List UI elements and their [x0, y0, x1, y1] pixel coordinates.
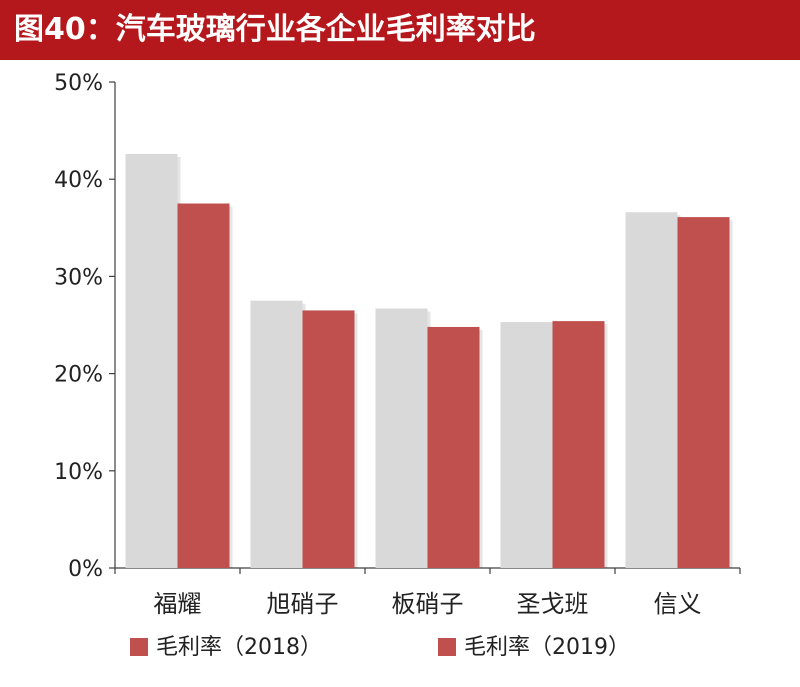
y-tick-label: 20% [54, 363, 103, 388]
bar [302, 310, 355, 568]
x-tick-label: 信义 [654, 590, 702, 618]
x-tick-label: 圣戈班 [517, 590, 589, 618]
x-tick-label: 旭硝子 [267, 590, 339, 618]
y-tick-label: 40% [54, 168, 103, 193]
bar [552, 321, 605, 568]
bar [125, 153, 178, 568]
y-tick-label: 30% [54, 265, 103, 290]
y-tick-label: 0% [68, 557, 103, 582]
legend-swatch [438, 638, 456, 656]
legend-swatch [130, 638, 148, 656]
chart-area: 0% 10% 20% 30% 40% 50% 福耀 旭硝子 板硝子 圣戈班 信义毛利率（2018） 毛… [0, 60, 800, 683]
bar [375, 308, 428, 568]
bar [427, 326, 480, 568]
bar [500, 322, 553, 568]
y-tick-label: 50% [54, 71, 103, 96]
legend-label: 毛利率（2019） [464, 635, 630, 660]
y-tick-label: 10% [54, 460, 103, 485]
bar [250, 300, 303, 568]
bar [625, 212, 678, 569]
x-tick-label: 板硝子 [392, 590, 464, 618]
bar [677, 217, 730, 568]
bar [177, 203, 230, 568]
chart-title: 图40：汽车玻璃行业各企业毛利率对比 [0, 0, 800, 60]
legend-label: 毛利率（2018） [156, 635, 322, 660]
x-tick-label: 福耀 [154, 590, 202, 618]
